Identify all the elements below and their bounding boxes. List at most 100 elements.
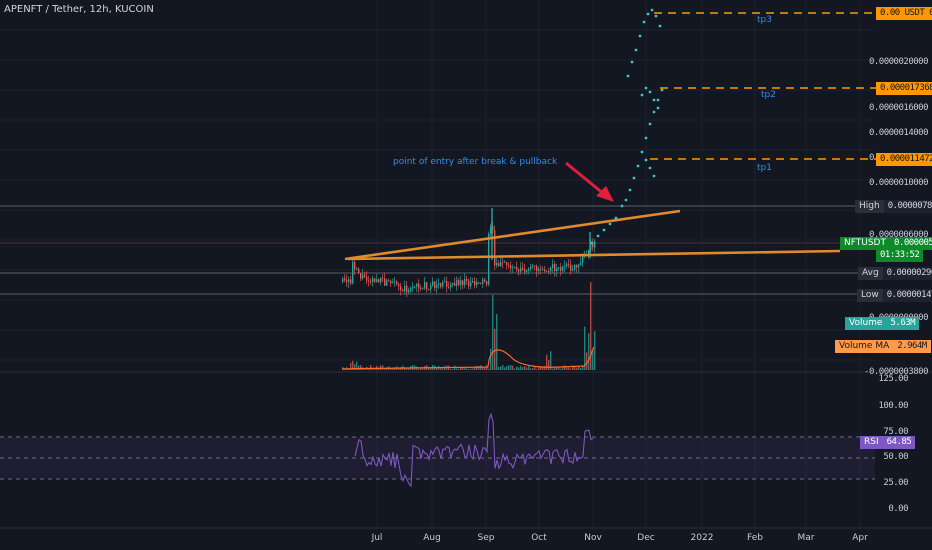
- volume-bar: [576, 367, 578, 370]
- candle-body: [520, 267, 522, 272]
- rsi-tick: 100.00: [878, 401, 908, 411]
- candle-body: [454, 283, 456, 286]
- candle-body: [460, 280, 462, 286]
- candle-body: [528, 268, 530, 271]
- time-tick: Mar: [797, 533, 815, 543]
- rsi-tick: 75.00: [883, 427, 908, 437]
- volume-bar: [562, 367, 564, 370]
- candle-body: [394, 281, 396, 283]
- candle-body: [366, 276, 368, 281]
- volume-bar: [404, 367, 406, 370]
- tp2-label: tp2: [761, 90, 776, 100]
- volume-bar: [518, 367, 520, 370]
- candle-body: [506, 262, 508, 265]
- candle-body: [508, 264, 510, 266]
- candle-body: [592, 243, 594, 248]
- projection-dot: [658, 24, 662, 28]
- volume-bar: [542, 366, 544, 370]
- time-tick: Feb: [747, 533, 763, 543]
- volume-bar: [494, 328, 496, 370]
- candle-body: [436, 284, 438, 289]
- candle-body: [358, 268, 360, 273]
- volume-bar: [506, 366, 508, 370]
- volume-bar: [360, 365, 362, 370]
- volume-bar: [566, 367, 568, 370]
- tp3-price-badge: 0.00 USDT 09: [876, 7, 932, 20]
- projection-dot: [642, 20, 646, 24]
- volume-bar: [554, 367, 556, 370]
- projection-dot: [632, 176, 636, 180]
- arrow-head: [596, 186, 614, 202]
- price-tick: 0.0000020000: [868, 57, 929, 67]
- volume-bar: [524, 366, 526, 370]
- candle-body: [516, 266, 518, 270]
- candle-body: [496, 262, 498, 266]
- tp1-label: tp1: [757, 163, 772, 173]
- volume-bar: [390, 368, 392, 370]
- volume-bar: [584, 326, 586, 370]
- volume-bar: [550, 351, 552, 370]
- candle-body: [542, 269, 544, 271]
- volume-bar: [570, 368, 572, 370]
- candle-body: [392, 282, 394, 284]
- projection-dot: [640, 93, 644, 97]
- entry-annotation: point of entry after break & pullback: [393, 157, 558, 167]
- volume-bar: [450, 368, 452, 370]
- volume-bar: [482, 366, 484, 370]
- volume-bar: [462, 367, 464, 370]
- projection-dot: [596, 234, 600, 238]
- candle-body: [570, 264, 572, 271]
- candle-body: [504, 262, 506, 263]
- time-tick: Sep: [477, 533, 495, 543]
- volume-bar: [422, 367, 424, 370]
- volume-bar: [582, 365, 584, 370]
- volume-bar: [408, 368, 410, 370]
- volume-bar: [384, 368, 386, 370]
- volume-bar: [552, 368, 554, 370]
- trendlines: [344, 209, 841, 261]
- volume-bar: [564, 365, 566, 370]
- volume-bar: [484, 367, 486, 370]
- candle-body: [572, 269, 574, 271]
- candle-body: [418, 283, 420, 289]
- candle-body: [500, 262, 502, 267]
- rsi-badge: RSI 64.85: [860, 436, 916, 449]
- volume-bar: [442, 368, 444, 370]
- candle-body: [434, 281, 436, 289]
- candle-body: [350, 279, 352, 284]
- candle-body: [352, 261, 354, 284]
- candle-body: [548, 270, 550, 272]
- candle-body: [464, 278, 466, 286]
- volume-bar: [572, 365, 574, 370]
- projection-dot: [644, 158, 648, 162]
- volume-bar: [474, 367, 476, 370]
- candle-body: [488, 233, 490, 285]
- candle-body: [476, 282, 478, 286]
- projection-dot: [620, 204, 624, 208]
- volume-bar: [478, 366, 480, 370]
- projection-dot: [660, 88, 664, 92]
- candle-body: [580, 262, 582, 265]
- volume-bar: [532, 368, 534, 370]
- candle-body: [400, 286, 402, 291]
- volume-bar: [540, 367, 542, 370]
- volume-bar: [350, 362, 352, 370]
- candle-body: [498, 262, 500, 267]
- candle-body: [342, 278, 344, 282]
- volume-bar: [490, 348, 492, 370]
- candle-body: [456, 279, 458, 286]
- price-tick: 0.0000010000: [868, 178, 929, 188]
- volume-bar: [456, 368, 458, 370]
- volume-bar: [538, 366, 540, 370]
- volume-bar: [406, 368, 408, 370]
- candle-body: [564, 266, 566, 267]
- countdown-badge: 01:33:52: [876, 249, 924, 262]
- volume-bar: [358, 365, 360, 370]
- projection-dot: [648, 122, 652, 126]
- projection-dot: [646, 12, 650, 16]
- candle-body: [404, 285, 406, 292]
- candle-body: [550, 267, 552, 272]
- rsi-tick: 50.00: [883, 452, 908, 462]
- volume-bar: [580, 368, 582, 370]
